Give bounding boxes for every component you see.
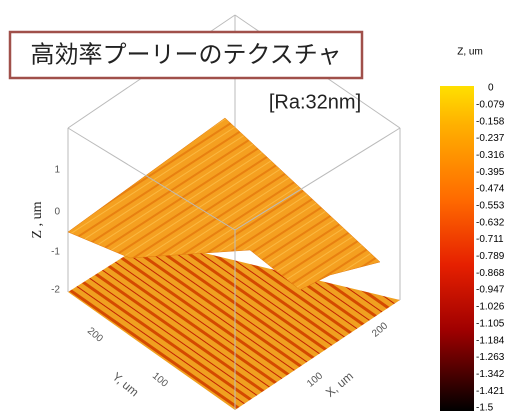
z-tick-label: 0 bbox=[54, 207, 60, 218]
page: 高効率プーリーのテクスチャ [Ra:32nm] Z , um Y, um X, … bbox=[0, 0, 512, 418]
y-tick-label: 100 bbox=[150, 371, 170, 390]
colorbar-label: -1.026 bbox=[476, 302, 505, 313]
colorbar-label: -0.947 bbox=[476, 285, 505, 296]
z-tick-label: 1 bbox=[54, 165, 60, 176]
y-tick-label: 200 bbox=[85, 326, 105, 345]
colorbar-label: -0.395 bbox=[476, 167, 505, 178]
colorbar-label: -1.184 bbox=[476, 335, 505, 346]
colorbar-label: -0.316 bbox=[476, 150, 505, 161]
colorbar-label: -0.553 bbox=[476, 201, 505, 212]
colorbar-label: -0.632 bbox=[476, 217, 505, 228]
colorbar-label: -0.474 bbox=[476, 184, 505, 195]
colorbar-label: -1.263 bbox=[476, 352, 505, 363]
z-tick-label: -1 bbox=[51, 247, 60, 258]
colorbar-label: 0 bbox=[488, 83, 494, 94]
annotation: [Ra:32nm] bbox=[269, 91, 361, 113]
z-tick-label: -2 bbox=[51, 285, 60, 296]
colorbar-label: -1.5 bbox=[476, 403, 494, 414]
x-tick-label: 100 bbox=[305, 370, 325, 389]
colorbar-label: -1.421 bbox=[476, 386, 505, 397]
colorbar-label: -1.105 bbox=[476, 318, 505, 329]
colorbar-label: -0.158 bbox=[476, 116, 505, 127]
colorbar-label: -1.342 bbox=[476, 369, 505, 380]
z-axis-label: Z , um bbox=[30, 201, 45, 238]
y-axis-label: Y, um bbox=[110, 369, 142, 399]
colorbar-label: -0.237 bbox=[476, 133, 505, 144]
x-axis-label: X, um bbox=[323, 369, 356, 400]
x-tick-label: 200 bbox=[370, 320, 390, 339]
title: 高効率プーリーのテクスチャ bbox=[30, 41, 341, 68]
colorbar-label: -0.079 bbox=[476, 99, 505, 110]
colorbar-title: Z, um bbox=[457, 47, 483, 58]
colorbar-label: -0.711 bbox=[476, 234, 504, 245]
colorbar-label: -0.868 bbox=[476, 268, 505, 279]
colorbar bbox=[440, 86, 474, 411]
colorbar-label: -0.789 bbox=[476, 251, 505, 262]
